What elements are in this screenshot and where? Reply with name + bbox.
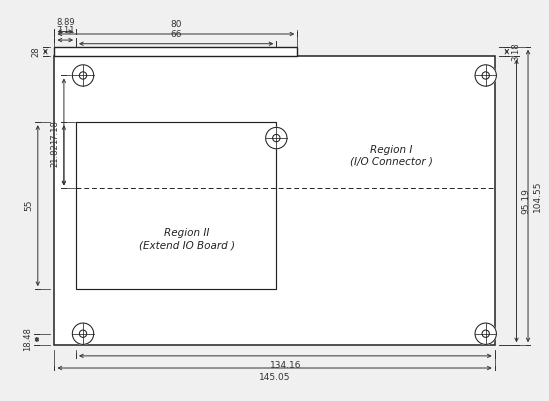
Bar bbox=[54, 47, 297, 57]
Bar bbox=[76, 122, 276, 289]
Text: 80: 80 bbox=[170, 20, 182, 29]
Text: 18.48: 18.48 bbox=[24, 328, 32, 351]
Text: 17.18: 17.18 bbox=[51, 120, 59, 144]
Text: (I/O Connector ): (I/O Connector ) bbox=[350, 157, 433, 167]
Text: 7.11: 7.11 bbox=[56, 26, 75, 35]
Text: 55: 55 bbox=[24, 200, 33, 211]
Text: 145.05: 145.05 bbox=[259, 373, 290, 382]
Text: 3.18: 3.18 bbox=[511, 42, 520, 61]
Text: 8.89: 8.89 bbox=[56, 18, 75, 27]
Text: 95.19: 95.19 bbox=[521, 188, 530, 214]
Circle shape bbox=[266, 128, 287, 149]
Text: 21.82: 21.82 bbox=[51, 144, 59, 167]
Circle shape bbox=[72, 323, 94, 344]
Text: 104.55: 104.55 bbox=[533, 180, 542, 212]
Text: Region I: Region I bbox=[371, 145, 413, 155]
Circle shape bbox=[475, 323, 496, 344]
Circle shape bbox=[475, 65, 496, 86]
Text: 28: 28 bbox=[32, 46, 41, 57]
Text: Region II: Region II bbox=[164, 228, 210, 238]
Bar bbox=[54, 57, 495, 345]
Text: (Extend IO Board ): (Extend IO Board ) bbox=[139, 241, 235, 251]
Text: 134.16: 134.16 bbox=[270, 361, 301, 370]
Text: 66: 66 bbox=[170, 30, 182, 39]
Circle shape bbox=[72, 65, 94, 86]
